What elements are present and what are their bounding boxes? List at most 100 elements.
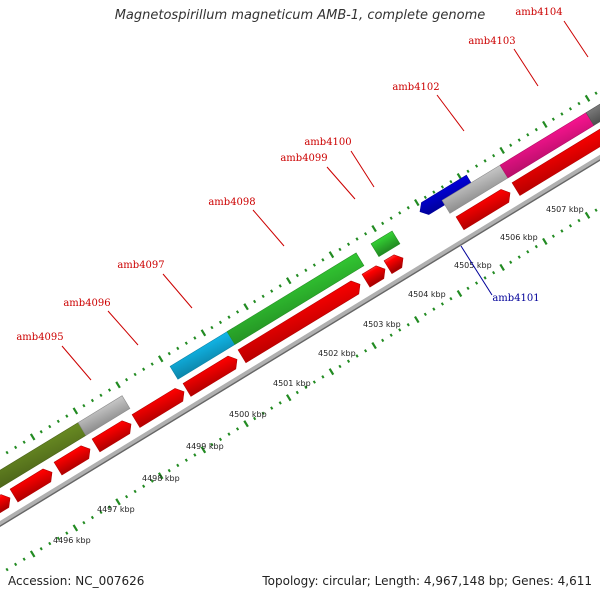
kbp-label: 4499 kbp (186, 442, 224, 451)
outer-tick-mark (278, 284, 282, 288)
inner-tick-mark (261, 411, 265, 416)
grey-gene-box (77, 395, 131, 436)
inner-tick-mark (48, 541, 52, 546)
outer-tick-mark (534, 127, 538, 132)
outer-tick-mark (577, 101, 581, 106)
inner-tick-mark (423, 312, 427, 317)
red-gene-box (383, 254, 404, 275)
outer-tick-mark (235, 310, 240, 314)
inner-tick-mark (594, 208, 598, 212)
red-gene-box (455, 189, 511, 231)
outer-tick-mark (285, 277, 292, 285)
inner-tick-mark (218, 437, 223, 442)
outer-tick-mark (483, 159, 487, 163)
leader-line (61, 345, 92, 381)
kbp-label: 4504 kbp (408, 290, 446, 299)
outer-tick-mark (560, 112, 564, 116)
outer-tick-mark (499, 146, 505, 155)
outer-tick-mark (517, 138, 521, 142)
inner-tick-mark (398, 328, 402, 332)
inner-tick-mark (22, 557, 26, 561)
outer-tick-mark (72, 407, 79, 415)
kbp-label: 4496 kbp (53, 536, 91, 545)
outer-tick-mark (157, 355, 164, 363)
outer-tick-mark (371, 225, 377, 233)
outer-tick-mark (200, 329, 207, 337)
inner-tick-mark (381, 338, 385, 343)
outer-tick-mark (124, 377, 129, 382)
inner-tick-mark (355, 354, 359, 358)
leader-line (162, 273, 193, 309)
leader-line (326, 166, 356, 200)
inner-tick-mark (115, 498, 121, 506)
inner-tick-mark (14, 562, 18, 567)
outer-tick-mark (193, 336, 197, 340)
outer-tick-mark (423, 195, 427, 200)
gene-label-amb4095: amb4095 (16, 332, 63, 343)
outer-tick-mark (48, 424, 52, 429)
kbp-label: 4507 kbp (546, 205, 584, 214)
kbp-label: 4501 kbp (273, 379, 311, 388)
outer-tick-mark (328, 251, 335, 259)
outer-tick-mark (253, 299, 257, 304)
kbp-label: 4506 kbp (500, 233, 538, 242)
gene-label-amb4100: amb4100 (304, 137, 351, 148)
outer-tick-mark (261, 294, 265, 299)
outer-tick-mark (82, 403, 86, 408)
kbp-label: 4503 kbp (363, 320, 401, 329)
gene-label-amb4104: amb4104 (515, 7, 562, 18)
inner-tick-mark (193, 453, 197, 457)
inner-tick-mark (517, 255, 521, 259)
outer-tick-mark (440, 185, 444, 189)
inner-tick-mark (142, 484, 146, 488)
outer-tick-mark (466, 169, 470, 174)
gene-label-amb4102: amb4102 (392, 82, 439, 93)
inner-tick-mark (176, 463, 180, 468)
inner-tick-mark (577, 218, 581, 223)
inner-tick-mark (364, 349, 368, 353)
leader-line (513, 48, 539, 87)
inner-tick-mark (124, 494, 129, 499)
red-gene-box (91, 420, 132, 453)
blue-gene-box (419, 174, 475, 215)
outer-tick-mark (150, 362, 154, 366)
gene-label-amb4099: amb4099 (280, 153, 327, 164)
inner-tick-mark (389, 333, 393, 337)
inner-tick-mark (432, 307, 436, 311)
outer-tick-mark (176, 346, 180, 351)
inner-tick-mark (499, 263, 505, 272)
outer-tick-mark (304, 268, 308, 272)
inner-tick-mark (414, 315, 420, 324)
outer-tick-mark (414, 198, 420, 207)
outer-tick-mark (474, 164, 479, 168)
leader-line (350, 150, 375, 188)
inner-tick-mark (29, 550, 36, 558)
kbp-label: 4502 kbp (318, 349, 356, 358)
inner-tick-mark (568, 224, 573, 228)
outer-tick-mark (210, 325, 214, 330)
inner-tick-mark (278, 401, 282, 405)
outer-tick-mark (167, 351, 171, 356)
outer-tick-mark (321, 258, 325, 262)
kbp-label: 4498 kbp (142, 474, 180, 483)
leader-line (436, 94, 465, 132)
red-gene-box (53, 445, 91, 476)
inner-tick-mark (167, 468, 171, 473)
outer-tick-mark (14, 445, 18, 450)
red-gene-box (361, 265, 386, 288)
outer-tick-mark (243, 303, 249, 311)
genome-summary-text: Topology: circular; Length: 4,967,148 bp… (262, 574, 592, 588)
inner-tick-mark (483, 276, 487, 280)
outer-tick-mark (295, 273, 299, 278)
gene-label-amb4098: amb4098 (208, 197, 255, 208)
inner-tick-mark (200, 446, 207, 454)
inner-tick-mark (90, 515, 95, 520)
outer-tick-mark (115, 381, 121, 389)
map-title: Magnetospirillum magneticum AMB-1, compl… (114, 8, 486, 23)
outer-tick-mark (227, 315, 231, 319)
inner-tick-mark (456, 289, 463, 298)
inner-tick-mark (474, 281, 479, 285)
outer-tick-mark (312, 263, 316, 267)
kbp-label: 4497 kbp (97, 505, 135, 514)
